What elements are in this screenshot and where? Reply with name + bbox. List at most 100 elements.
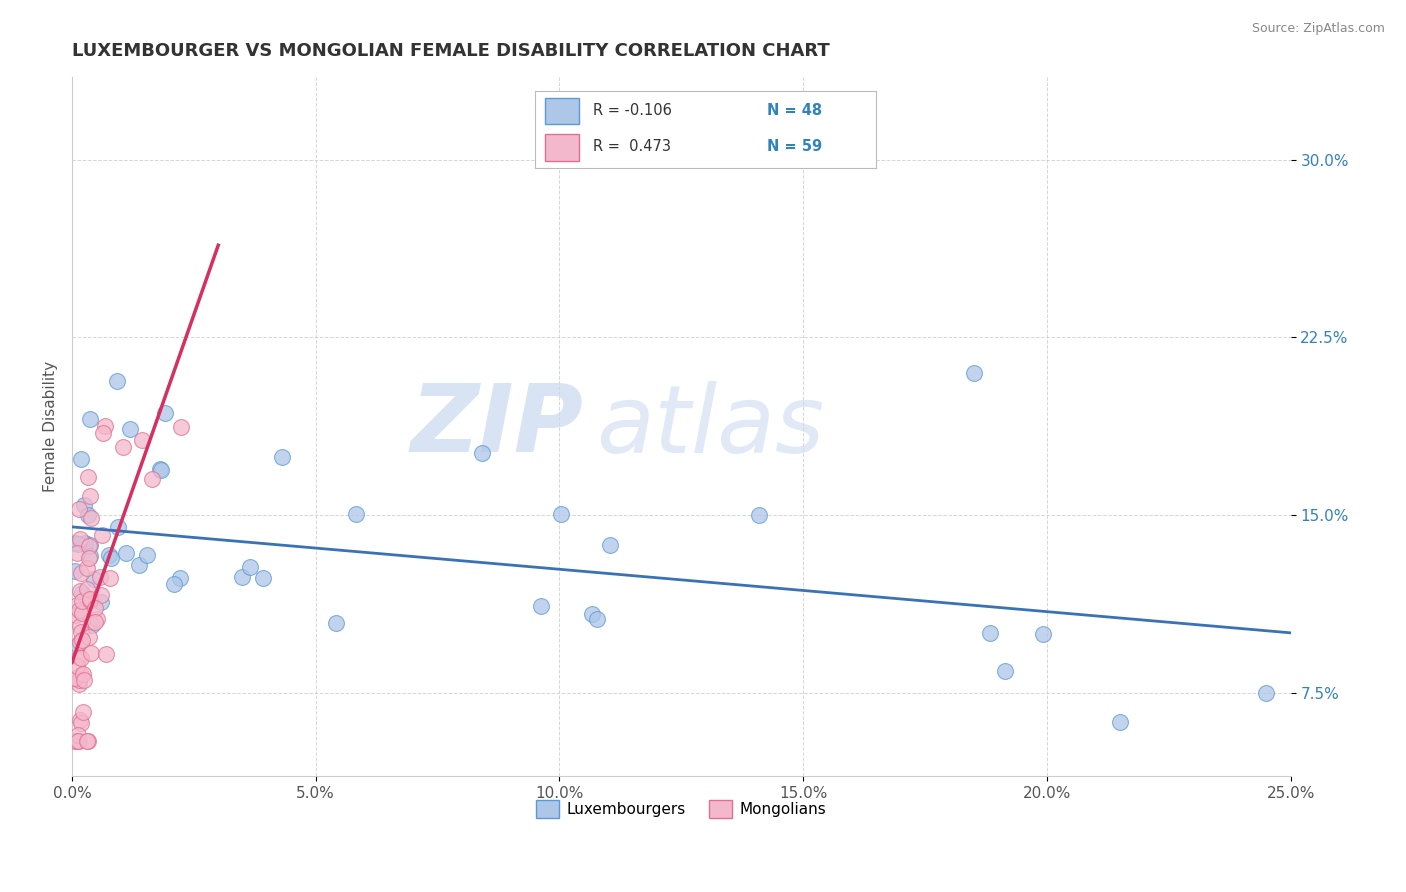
Point	[231, 570, 253, 584]
Point	[76, 733, 98, 747]
Y-axis label: Female Disability: Female Disability	[44, 361, 58, 492]
Text: LUXEMBOURGER VS MONGOLIAN FEMALE DISABILITY CORRELATION CHART: LUXEMBOURGER VS MONGOLIAN FEMALE DISABIL…	[72, 42, 830, 60]
Point	[76, 561, 98, 575]
Point	[100, 551, 122, 566]
Point	[80, 617, 103, 632]
Point	[153, 405, 176, 419]
Point	[271, 450, 294, 465]
Point	[69, 583, 91, 598]
Point	[90, 528, 112, 542]
Point	[67, 673, 90, 688]
Point	[80, 511, 103, 525]
Point	[79, 592, 101, 607]
Point	[63, 536, 86, 550]
Point	[96, 648, 118, 662]
Point	[118, 422, 141, 436]
Point	[77, 630, 100, 644]
Point	[149, 463, 172, 477]
Point	[66, 659, 89, 673]
Point	[66, 638, 89, 652]
Point	[79, 594, 101, 608]
Point	[79, 538, 101, 552]
Point	[79, 489, 101, 503]
Point	[239, 560, 262, 574]
Point	[79, 592, 101, 607]
Point	[136, 549, 159, 563]
Text: ZIP: ZIP	[411, 380, 583, 473]
Point	[963, 366, 986, 380]
Point	[581, 607, 603, 622]
Point	[994, 664, 1017, 678]
Point	[70, 667, 93, 681]
Point	[67, 677, 90, 691]
Point	[748, 508, 770, 522]
Point	[63, 733, 86, 747]
Point	[73, 673, 96, 688]
Point	[471, 446, 494, 460]
Point	[1032, 627, 1054, 641]
Point	[70, 651, 93, 665]
Point	[83, 572, 105, 586]
Point	[550, 507, 572, 521]
Point	[70, 625, 93, 640]
Point	[163, 577, 186, 591]
Legend: Luxembourgers, Mongolians: Luxembourgers, Mongolians	[530, 794, 832, 824]
Point	[69, 619, 91, 633]
Point	[65, 733, 87, 747]
Point	[65, 671, 87, 685]
Point	[83, 615, 105, 629]
Point	[979, 626, 1001, 640]
Point	[76, 470, 98, 484]
Point	[70, 593, 93, 607]
Point	[79, 411, 101, 425]
Point	[76, 582, 98, 596]
Point	[67, 603, 90, 617]
Point	[86, 612, 108, 626]
Point	[69, 716, 91, 731]
Point	[252, 571, 274, 585]
Text: Source: ZipAtlas.com: Source: ZipAtlas.com	[1251, 22, 1385, 36]
Point	[76, 508, 98, 522]
Point	[69, 635, 91, 649]
Point	[72, 667, 94, 681]
Text: atlas: atlas	[596, 381, 824, 472]
Point	[77, 733, 100, 747]
Point	[77, 551, 100, 566]
Point	[70, 566, 93, 580]
Point	[585, 612, 607, 626]
Point	[69, 713, 91, 727]
Point	[72, 706, 94, 720]
Point	[72, 633, 94, 648]
Point	[84, 600, 107, 615]
Point	[344, 507, 367, 521]
Point	[141, 472, 163, 486]
Point	[79, 539, 101, 553]
Point	[131, 433, 153, 447]
Point	[79, 549, 101, 563]
Point	[70, 452, 93, 467]
Point	[170, 419, 193, 434]
Point	[169, 571, 191, 585]
Point	[75, 537, 97, 551]
Point	[79, 646, 101, 660]
Point	[325, 615, 347, 630]
Point	[98, 571, 121, 585]
Point	[66, 599, 89, 613]
Point	[65, 608, 87, 623]
Point	[67, 649, 90, 664]
Point	[67, 733, 90, 747]
Point	[67, 502, 90, 516]
Point	[90, 595, 112, 609]
Point	[98, 548, 121, 562]
Point	[69, 533, 91, 547]
Point	[89, 570, 111, 584]
Point	[107, 519, 129, 533]
Point	[112, 440, 135, 454]
Point	[66, 545, 89, 559]
Point	[90, 588, 112, 602]
Point	[70, 606, 93, 620]
Point	[94, 419, 117, 434]
Point	[1256, 686, 1278, 700]
Point	[128, 558, 150, 572]
Point	[66, 733, 89, 747]
